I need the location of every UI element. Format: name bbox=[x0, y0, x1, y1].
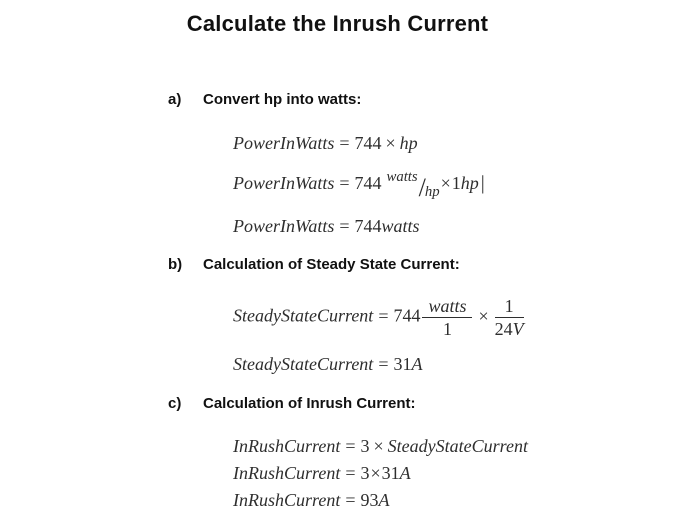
multiply-operator: × bbox=[385, 133, 396, 153]
formula-lhs: SteadyStateCurrent bbox=[233, 354, 374, 375]
result-value: 93 bbox=[360, 490, 379, 506]
formula-lhs: PowerInWatts bbox=[233, 216, 335, 237]
section-b-label: b) bbox=[168, 256, 183, 274]
section-c-formulas: InRushCurrent = 3 × SteadyStateCurrent InRus… bbox=[233, 433, 675, 506]
coefficient: 744 bbox=[393, 306, 421, 327]
section-a-heading: a) Convert hp into watts: bbox=[168, 91, 675, 109]
section-steady-state: b) Calculation of Steady State Current: … bbox=[0, 256, 675, 378]
formula-lhs: PowerInWatts bbox=[233, 173, 335, 194]
equals-sign: = bbox=[339, 133, 350, 153]
section-inrush: c) Calculation of Inrush Current: InRush… bbox=[0, 395, 675, 506]
multiply-operator: × bbox=[370, 463, 381, 484]
unit-amps: A bbox=[378, 490, 390, 506]
fraction-slash: / bbox=[418, 173, 426, 203]
fraction-1-over-24v: 1 24V bbox=[493, 296, 526, 339]
formula-lhs: InRushCurrent bbox=[233, 436, 341, 457]
equals-sign: = bbox=[378, 306, 389, 327]
formula-lhs: InRushCurrent bbox=[233, 463, 341, 484]
fraction-watts-over-1: watts 1 bbox=[420, 296, 474, 339]
formula-power-watts-2: PowerInWatts = 744 watts/hp×1hp | bbox=[233, 162, 675, 207]
equals-sign: = bbox=[378, 354, 389, 375]
equals-sign: = bbox=[345, 463, 356, 484]
coefficient: 3 bbox=[360, 436, 370, 457]
section-c-label: c) bbox=[168, 395, 182, 413]
coefficient: 744 bbox=[354, 173, 382, 194]
formula-steady-state-2: SteadyStateCurrent = 31A bbox=[233, 351, 675, 378]
skew-fraction-watts-per-hp: watts/hp bbox=[387, 162, 440, 207]
section-a-heading-text: Convert hp into watts: bbox=[203, 91, 362, 108]
formula-lhs: InRushCurrent bbox=[233, 490, 341, 506]
fraction-numerator: watts bbox=[386, 169, 418, 185]
coefficient: 3 bbox=[360, 463, 370, 484]
section-b-heading: b) Calculation of Steady State Current: bbox=[168, 256, 675, 274]
unit-volts: V bbox=[512, 319, 524, 340]
result-value: 31 bbox=[381, 463, 400, 484]
fraction-denominator: hp bbox=[424, 184, 440, 201]
formula-power-watts-3: PowerInWatts = 744watts bbox=[233, 213, 675, 240]
equals-sign: = bbox=[345, 436, 356, 457]
formula-inrush-3: InRushCurrent = 93A bbox=[233, 487, 675, 506]
multiply-operator: × bbox=[440, 173, 451, 194]
unit-amps: A bbox=[399, 463, 411, 484]
section-c-heading: c) Calculation of Inrush Current: bbox=[168, 395, 675, 413]
unit-watts: watts bbox=[381, 216, 420, 237]
formula-lhs: PowerInWatts bbox=[233, 133, 335, 153]
coefficient: 744 bbox=[354, 133, 382, 153]
fraction-denominator: 24V bbox=[495, 318, 524, 339]
equals-sign: = bbox=[345, 490, 356, 506]
section-convert-hp: a) Convert hp into watts: PowerInWatts = 7… bbox=[0, 91, 675, 240]
formula-power-watts-1: PowerInWatts = 744 × hp bbox=[233, 130, 675, 157]
equals-sign: = bbox=[339, 216, 350, 237]
multiply-operator: × bbox=[478, 306, 489, 327]
slide-title: Calculate the Inrush Current bbox=[186, 11, 489, 36]
result-value: 31 bbox=[393, 354, 412, 375]
section-b-heading-text: Calculation of Steady State Current: bbox=[203, 256, 460, 274]
formula-steady-state-1: SteadyStateCurrent = 744 watts 1 × 1 24V bbox=[233, 296, 675, 339]
unit-hp: hp bbox=[399, 133, 418, 153]
equals-sign: = bbox=[339, 173, 350, 194]
denominator-number: 24 bbox=[494, 319, 513, 340]
multiply-operator: × bbox=[373, 436, 384, 457]
section-b-formulas: SteadyStateCurrent = 744 watts 1 × 1 24V Steady… bbox=[233, 296, 675, 378]
coefficient: 744 bbox=[354, 216, 382, 237]
fraction-numerator: watts bbox=[422, 296, 473, 319]
factor-one: 1 bbox=[451, 173, 461, 194]
section-a-label: a) bbox=[168, 91, 182, 108]
unit-hp: hp bbox=[460, 173, 479, 194]
formula-inrush-1: InRushCurrent = 3 × SteadyStateCurrent bbox=[233, 433, 675, 460]
fraction-denominator: 1 bbox=[442, 319, 452, 340]
section-a-formulas: PowerInWatts = 744 × hp PowerInWatts = 744 watt… bbox=[233, 130, 675, 240]
text-cursor: | bbox=[480, 172, 485, 195]
fraction-numerator: 1 bbox=[494, 296, 524, 319]
formula-lhs: SteadyStateCurrent bbox=[233, 306, 374, 327]
section-c-heading-text: Calculation of Inrush Current: bbox=[203, 395, 416, 413]
formula-inrush-2: InRushCurrent = 3×31A bbox=[233, 460, 675, 487]
term-steady-state-current: SteadyStateCurrent bbox=[387, 436, 528, 457]
unit-amps: A bbox=[411, 354, 423, 375]
